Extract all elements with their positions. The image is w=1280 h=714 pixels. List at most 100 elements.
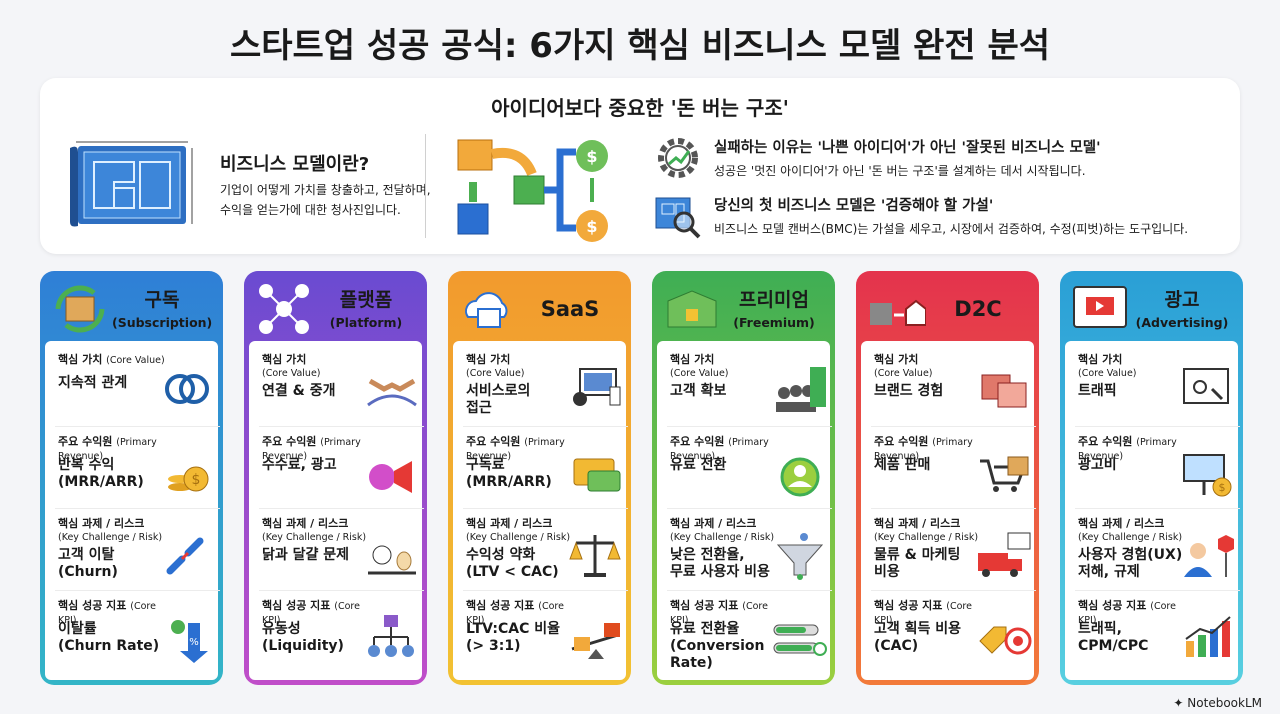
value-line: 제품 판매	[874, 457, 931, 473]
value-line: (CAC)	[874, 638, 919, 654]
section-revenue: 주요 수익원 (Primary Revenue) 반복 수익 (MRR/ARR) $	[55, 429, 220, 509]
coins-icon: $	[168, 466, 209, 492]
section-label: 핵심 성공 지표 (Core KPI)	[874, 599, 984, 627]
point2-text: 비즈니스 모델 캔버스(BMC)는 가설을 세우고, 시장에서 검증하여, 수정…	[714, 222, 1189, 236]
value-line: (> 3:1)	[466, 638, 521, 654]
section-core-value: 핵심 가치 (Core Value) 브랜드 경험	[871, 347, 1036, 427]
card-subtitle: (Platform)	[329, 315, 403, 330]
billboard-icon: $	[1183, 454, 1232, 497]
value-line: 수익성 약화	[466, 547, 536, 563]
video-window-icon	[1073, 286, 1127, 328]
card-body: 핵심 가치 (Core Value) 브랜드 경험 주요 수익원 (Primary R…	[861, 341, 1036, 680]
network-icon	[259, 284, 309, 334]
gear-chart-icon	[658, 138, 698, 178]
eye-screen-icon	[1183, 368, 1229, 404]
label-en: (Core Value)	[466, 368, 525, 379]
definition-title: 비즈니스 모델이란?	[220, 154, 370, 175]
cloud-icon	[465, 292, 508, 328]
label-en: (Primary Revenue)	[262, 437, 361, 462]
section-label: 핵심 과제 / 리스크 (Key Challenge / Risk)	[262, 517, 372, 544]
section-value: 이탈률 (Churn Rate)	[58, 621, 168, 655]
section-kpi: 핵심 성공 지표 (Core KPI) 고객 획득 비용 (CAC)	[871, 593, 1036, 673]
page-title: 스타트업 성공 공식: 6가지 핵심 비즈니스 모델 완전 분석	[229, 26, 1051, 66]
section-label: 핵심 과제 / 리스크 (Key Challenge / Risk)	[1078, 517, 1188, 544]
value-line: 트래픽,	[1078, 621, 1122, 637]
value-line: (Churn Rate)	[58, 638, 160, 654]
label-ko: 핵심 과제 / 리스크	[670, 517, 757, 530]
section-kpi: 핵심 성공 지표 (Core KPI) 이탈률 (Churn Rate)%	[55, 593, 220, 673]
label-ko: 핵심 성공 지표	[466, 599, 535, 612]
value-line: 트래픽	[1078, 383, 1117, 399]
svg-text:$: $	[586, 217, 597, 236]
crowd-icon	[776, 367, 826, 412]
bar-chart-icon	[1185, 616, 1231, 657]
value-line: 접근	[466, 400, 492, 416]
value-line: 연결 & 중개	[262, 383, 336, 399]
svg-text:$: $	[192, 472, 201, 488]
card-subscription: 구독 (Subscription) 핵심 가치 (Core Value) 지속적 관계…	[40, 271, 223, 685]
section-value: 지속적 관계	[58, 375, 168, 392]
label-ko: 핵심 성공 지표	[58, 599, 127, 612]
label-ko: 주요 수익원	[670, 435, 725, 448]
monitor-user-icon	[573, 368, 621, 406]
label-ko: 핵심 가치	[670, 353, 715, 366]
label-ko: 주요 수익원	[262, 435, 317, 448]
section-kpi: 핵심 성공 지표 (Core KPI) LTV:CAC 비율 (> 3:1)	[463, 593, 628, 673]
section-challenge: 핵심 과제 / 리스크 (Key Challenge / Risk) 물류 & 마케…	[871, 511, 1036, 591]
chicken-egg-icon	[368, 545, 416, 575]
label-ko: 핵심 가치	[262, 353, 307, 366]
card-title: 광고	[1164, 289, 1200, 311]
label-en: (Core KPI)	[670, 601, 768, 626]
section-value: 고객 이탈 (Churn)	[58, 547, 168, 581]
label-en: (Key Challenge / Risk)	[58, 532, 163, 543]
section-label: 주요 수익원 (Primary Revenue)	[874, 435, 984, 463]
label-en: (Key Challenge / Risk)	[670, 532, 775, 543]
label-en: (Key Challenge / Risk)	[466, 532, 571, 543]
card-title: 구독	[144, 289, 180, 311]
card-body: 핵심 가치 (Core Value) 트래픽 주요 수익원 (Primary Reve…	[1065, 341, 1240, 680]
label-ko: 핵심 과제 / 리스크	[262, 517, 349, 530]
flow-icon: $ $	[457, 139, 608, 242]
label-en: (Primary Revenue)	[670, 437, 769, 462]
value-line: (LTV < CAC)	[466, 564, 559, 580]
section-label: 핵심 과제 / 리스크 (Key Challenge / Risk)	[466, 517, 576, 544]
intro-panel: 아이디어보다 중요한 '돈 버는 구조' 비즈니스 모델이란? 기업이 어떻게 …	[40, 78, 1240, 254]
boxes-icon	[981, 374, 1027, 408]
label-ko: 핵심 성공 지표	[1078, 599, 1147, 612]
section-value: 낮은 전환율, 무료 사용자 비용	[670, 547, 780, 581]
svg-text:$: $	[1219, 481, 1226, 494]
card-platform: 플랫폼 (Platform) 핵심 가치 (Core Value) 연결 & 중개 주요 …	[244, 271, 427, 685]
subscription-box-icon	[55, 285, 105, 333]
delivery-truck-icon	[978, 532, 1031, 577]
value-line: (Conversion Rate)	[670, 638, 765, 671]
notebooklm-logo: ✦ NotebookLM	[1173, 696, 1262, 710]
megaphone-icon	[369, 461, 412, 493]
section-challenge: 핵심 과제 / 리스크 (Key Challenge / Risk) 사용자 경험(…	[1075, 511, 1240, 591]
section-label: 핵심 과제 / 리스크 (Key Challenge / Risk)	[874, 517, 984, 544]
section-kpi: 핵심 성공 지표 (Core KPI) 유료 전환율 (Conversion Rat…	[667, 593, 832, 673]
section-revenue: 주요 수익원 (Primary Revenue) 수수료, 광고	[259, 429, 424, 509]
value-line: LTV:CAC 비율	[466, 621, 560, 637]
cart-icon	[980, 456, 1029, 492]
broken-chain-icon	[166, 537, 204, 575]
section-value: 반복 수익 (MRR/ARR)	[58, 457, 168, 491]
definition-line-2: 수익을 얻는가에 대한 청사진입니다.	[220, 203, 401, 217]
value-line: 유료 전환	[670, 457, 727, 473]
section-core-value: 핵심 가치 (Core Value) 연결 & 중개	[259, 347, 424, 427]
label-en: (Core KPI)	[874, 601, 972, 626]
label-ko: 핵심 과제 / 리스크	[874, 517, 961, 530]
label-ko: 핵심 가치	[58, 353, 103, 366]
section-label: 핵심 가치 (Core Value)	[262, 353, 372, 380]
blueprint-icon	[70, 141, 193, 227]
label-ko: 핵심 성공 지표	[262, 599, 331, 612]
scale-icon	[569, 535, 621, 577]
value-line: 고객 획득 비용	[874, 621, 962, 637]
section-value: 유료 전환	[670, 457, 780, 474]
section-revenue: 주요 수익원 (Primary Revenue) 제품 판매	[871, 429, 1036, 509]
value-line: 구독료	[466, 457, 505, 473]
label-ko: 핵심 성공 지표	[874, 599, 943, 612]
section-value: 구독료 (MRR/ARR)	[466, 457, 576, 491]
card-body: 핵심 가치 (Core Value) 고객 확보 주요 수익원 (Primary Re…	[657, 341, 832, 680]
value-line: 지속적 관계	[58, 375, 128, 391]
section-value: 물류 & 마케팅 비용	[874, 547, 984, 581]
